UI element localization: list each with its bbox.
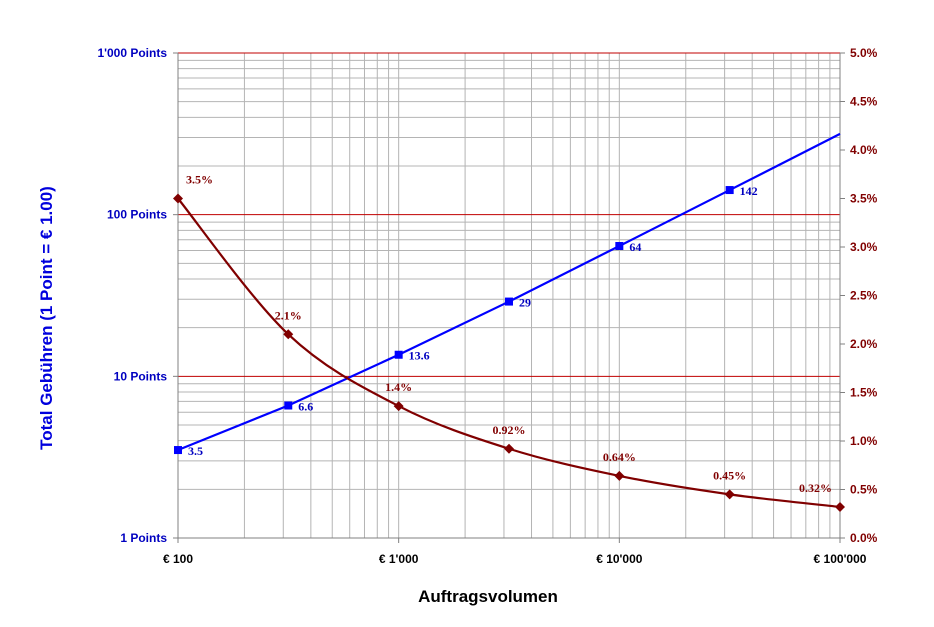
square-marker-icon [615,242,624,251]
x-tick-label: € 1'000 [379,552,419,566]
x-tick-label: € 100 [163,552,193,566]
right-tick-label: 1.5% [850,386,878,400]
right-tick-label: 5.0% [850,46,878,60]
right-tick-label: 1.0% [850,434,878,448]
square-marker-icon [394,350,403,359]
data-label: 3.5 [188,444,203,458]
axes [177,53,841,539]
diamond-marker-icon [724,489,735,500]
data-label: 6.6 [298,400,313,414]
data-label: 0.45% [713,468,746,482]
left-tick-label: 1 Points [120,531,167,545]
diamond-marker-icon [393,401,404,412]
diamond-marker-icon [503,443,514,454]
diamond-marker-icon [835,501,845,512]
data-label: 2.1% [275,308,302,322]
left-tick-label: 10 Points [114,369,168,383]
data-label: 64 [629,240,641,254]
data-label: 0.32% [799,481,832,495]
series-markers [173,186,845,512]
square-marker-icon [284,401,293,410]
y-axis-title: Total Gebühren (1 Point = € 1.00) [37,186,56,450]
minor-gridlines [178,53,840,538]
left-tick-label: 1'000 Points [97,46,167,60]
diamond-marker-icon [283,329,294,340]
right-tick-label: 3.5% [850,192,878,206]
right-tick-label: 0.0% [850,531,878,545]
points-series-line [177,132,841,452]
right-tick-label: 2.0% [850,337,878,351]
left-tick-label: 100 Points [107,208,167,222]
right-tick-label: 3.0% [850,240,878,254]
right-tick-label: 0.5% [850,483,878,497]
data-label: 3.5% [186,173,213,187]
diamond-marker-icon [173,193,183,204]
x-axis-ticks: € 100 € 1'000 € 10'000 € 100'000 [163,538,867,566]
data-label: 1.4% [385,380,412,394]
data-label: 0.64% [603,450,636,464]
diamond-marker-icon [614,470,625,481]
x-tick-label: € 10'000 [596,552,643,566]
square-marker-icon [725,186,734,195]
right-axis-ticks: 0.0% 0.5% 1.0% 1.5% 2.0% 2.5% 3.0% 3.5% 4.0% 4.5%… [840,46,878,545]
data-labels: 3.5 6.6 13.6 29 64 142 3.5% 2.1% 1.4% 0.92% 0.64% 0… [186,173,832,495]
left-axis-ticks: 1 Points 10 Points 100 Points 1'000 Points [97,46,178,545]
x-tick-label: € 100'000 [814,552,867,566]
square-marker-icon [174,446,182,455]
x-axis-title: Auftragsvolumen [418,587,558,606]
right-tick-label: 2.5% [850,289,878,303]
data-label: 142 [740,184,758,198]
right-tick-label: 4.0% [850,143,878,157]
data-label: 29 [519,296,531,310]
data-label: 13.6 [409,349,430,363]
data-label: 0.92% [492,423,525,437]
major-gridlines [178,52,840,377]
square-marker-icon [504,297,513,306]
right-tick-label: 4.5% [850,95,878,109]
